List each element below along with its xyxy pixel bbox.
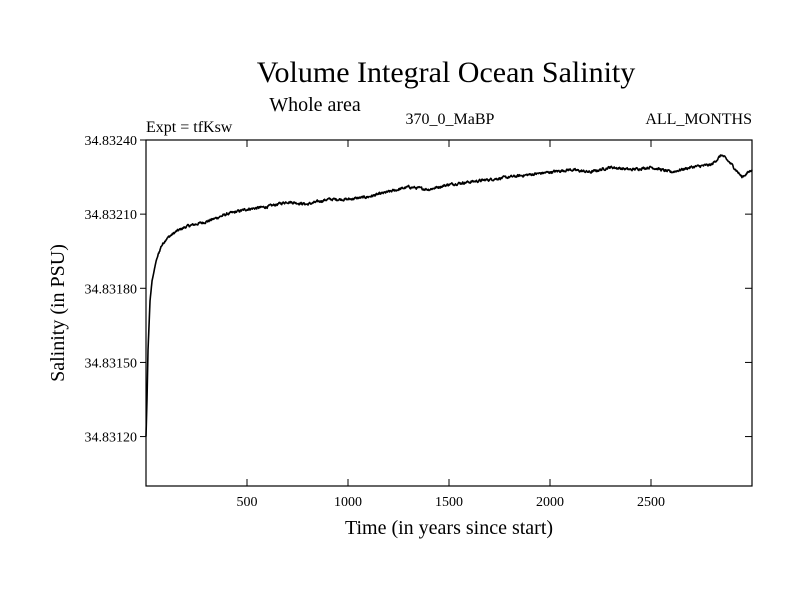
experiment-label: Expt = tfKsw: [146, 119, 233, 136]
x-tick-label: 1500: [435, 495, 463, 510]
run-label: 370_0_MaBP: [406, 111, 495, 128]
y-tick-label: 34.83120: [85, 431, 138, 446]
x-tick-label: 2000: [536, 495, 564, 510]
chart-title: Volume Integral Ocean Salinity: [257, 56, 636, 89]
plot-frame: [145, 139, 753, 487]
x-tick-label: 500: [237, 495, 258, 510]
series-layer: [145, 154, 753, 437]
chart-subtitle: Whole area: [269, 94, 361, 116]
period-label: ALL_MONTHS: [645, 111, 752, 128]
y-axis-ticks: 34.83120 34.83150 34.83180 34.83210 34.83240: [85, 134, 752, 446]
x-axis-label: Time (in years since start): [345, 517, 553, 539]
y-tick-label: 34.83240: [85, 134, 138, 149]
x-tick-label: 2500: [637, 495, 665, 510]
y-tick-label: 34.83180: [85, 282, 138, 297]
y-tick-label: 34.83210: [85, 208, 138, 223]
x-tick-label: 1000: [334, 495, 362, 510]
y-tick-label: 34.83150: [85, 356, 138, 371]
y-axis-label: Salinity (in PSU): [47, 244, 69, 382]
x-axis-ticks: 500 1000 1500 2000 2500: [237, 140, 665, 510]
series-line-salinity: [145, 154, 753, 437]
